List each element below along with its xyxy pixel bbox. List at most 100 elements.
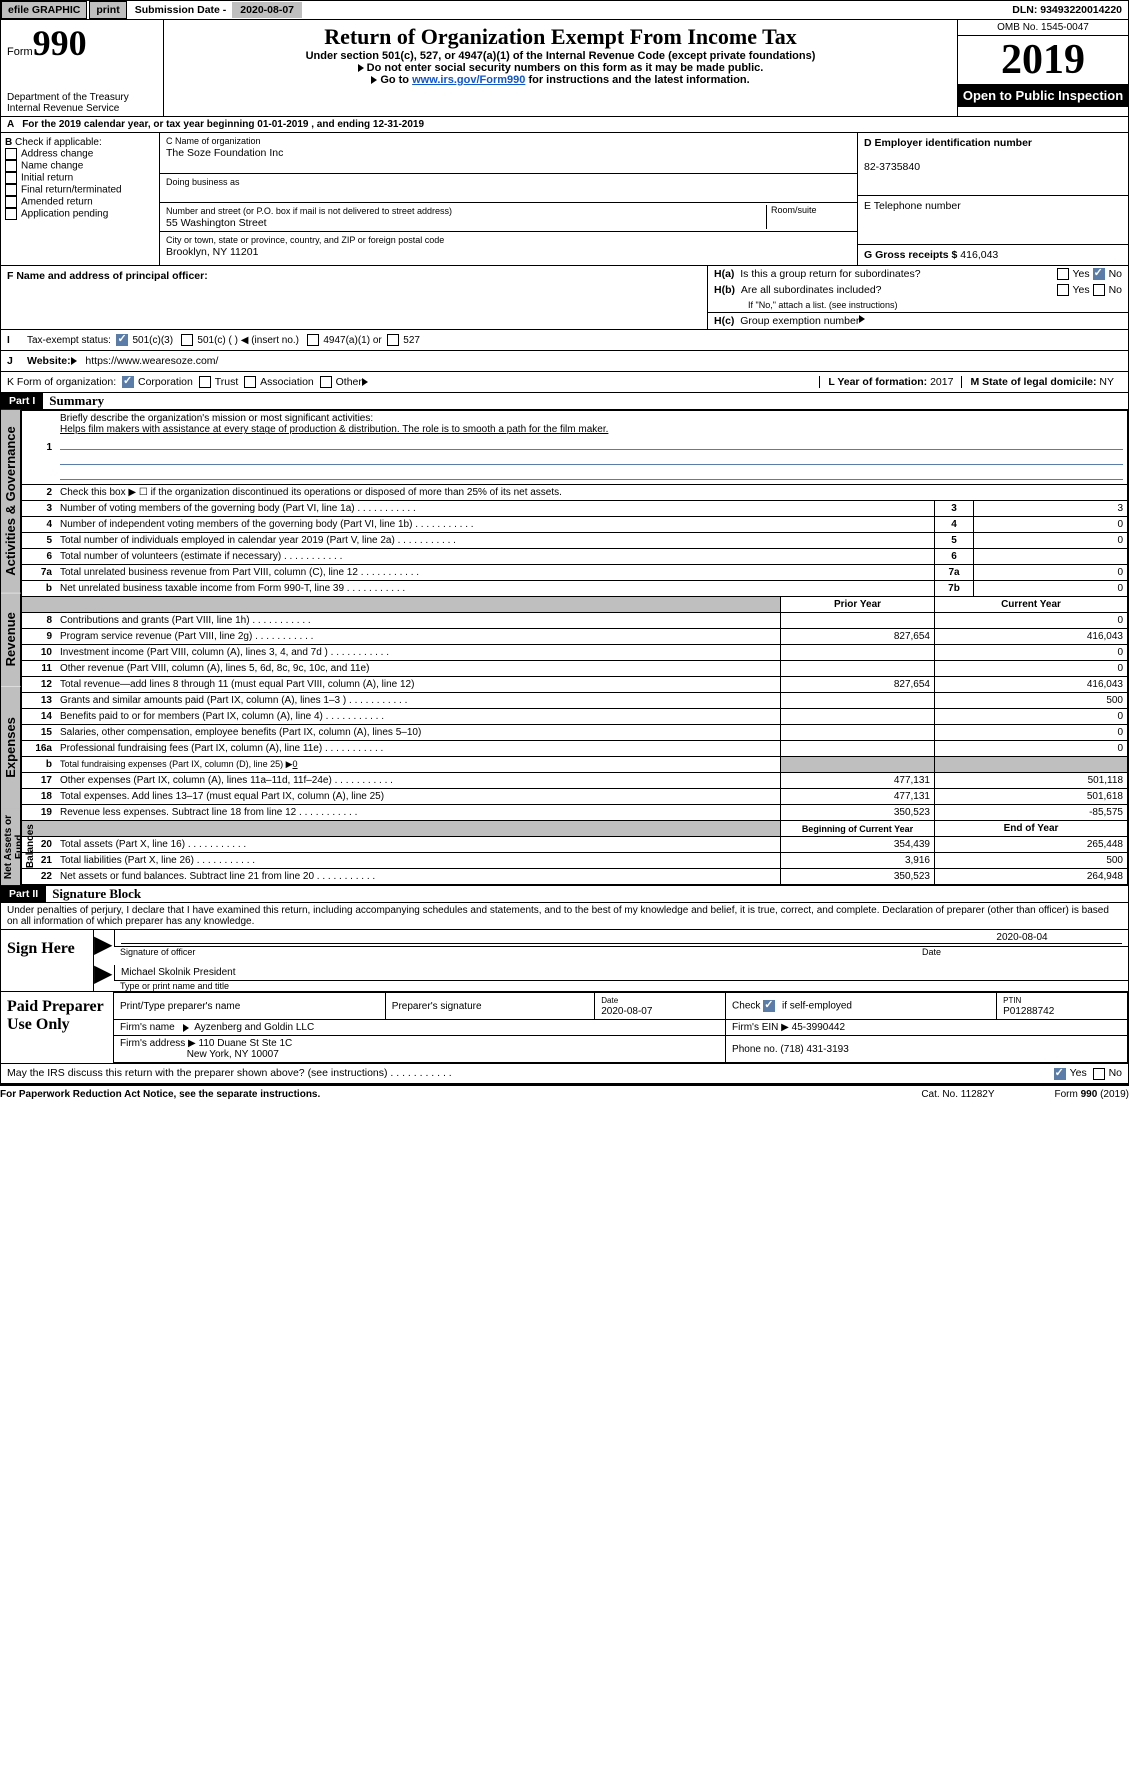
l1v: Helps film makers with assistance at eve… <box>60 424 608 435</box>
l7b: Net unrelated business taxable income fr… <box>60 583 405 594</box>
form-title: Return of Organization Exempt From Incom… <box>168 24 953 50</box>
summary-table: 1Briefly describe the organization's mis… <box>21 410 1128 885</box>
omb: OMB No. 1545-0047 <box>958 20 1128 36</box>
cb-selfemp[interactable] <box>763 1000 775 1012</box>
cb-hb-no[interactable] <box>1093 284 1105 296</box>
p16a <box>781 741 935 757</box>
cb-hb-yes[interactable] <box>1057 284 1069 296</box>
l15: Salaries, other compensation, employee b… <box>56 725 781 741</box>
irs-link[interactable]: www.irs.gov/Form990 <box>412 74 525 86</box>
sub3b: for instructions and the latest informat… <box>525 74 749 86</box>
by: Beginning of Current Year <box>781 821 935 837</box>
b-o1: Address change <box>21 149 93 160</box>
l2: Check this box ▶ ☐ if the organization d… <box>56 485 1128 501</box>
cb-addr[interactable] <box>5 148 17 160</box>
tri-icon <box>371 76 377 84</box>
l14: Benefits paid to or for members (Part IX… <box>60 711 384 722</box>
cb-501c3[interactable] <box>116 334 128 346</box>
p11 <box>781 661 935 677</box>
tri-icon <box>859 315 865 323</box>
c10: 0 <box>935 645 1128 661</box>
yes: Yes <box>1070 1067 1087 1079</box>
l8: Contributions and grants (Part VIII, lin… <box>60 615 311 626</box>
form-number: 990 <box>33 23 87 63</box>
l16bv: 0 <box>293 759 298 769</box>
c-namelbl: C Name of organization <box>166 136 261 146</box>
g-val: 416,043 <box>960 249 998 261</box>
no: No <box>1109 284 1122 296</box>
print-btn[interactable]: print <box>89 1 126 19</box>
cb-trust[interactable] <box>199 376 211 388</box>
cb-corp[interactable] <box>122 376 134 388</box>
cb-4947[interactable] <box>307 334 319 346</box>
efile-btn[interactable]: efile GRAPHIC <box>1 1 87 19</box>
cb-disc-no[interactable] <box>1093 1068 1105 1080</box>
ptin: P01288742 <box>1003 1006 1054 1017</box>
i-o4: 527 <box>403 335 420 346</box>
yes: Yes <box>1073 284 1090 296</box>
cb-disc-yes[interactable] <box>1054 1068 1066 1080</box>
cb-ha-no[interactable] <box>1093 268 1105 280</box>
form-foot: Form 990 (2019) <box>1055 1089 1129 1100</box>
v7a: 0 <box>974 565 1128 581</box>
l18: Total expenses. Add lines 13–17 (must eq… <box>56 789 781 805</box>
cb-assoc[interactable] <box>244 376 256 388</box>
addr-lbl: Number and street (or P.O. box if mail i… <box>166 206 452 216</box>
pc3v: 2020-08-07 <box>601 1006 652 1017</box>
l20: Total assets (Part X, line 16) <box>60 839 246 850</box>
p15 <box>781 725 935 741</box>
website: https://www.wearesoze.com/ <box>85 355 218 367</box>
ph-val: (718) 431-3193 <box>780 1044 848 1055</box>
cb-app[interactable] <box>5 208 17 220</box>
b-hdr: B <box>5 137 12 148</box>
p9: 827,654 <box>781 629 935 645</box>
l-val: 2017 <box>930 376 953 388</box>
cb-final[interactable] <box>5 184 17 196</box>
sub2: Do not enter social security numbers on … <box>367 62 764 74</box>
d-lbl: D Employer identification number <box>864 137 1032 149</box>
c11: 0 <box>935 661 1128 677</box>
form-header: Form990 Department of the Treasury Inter… <box>0 20 1129 117</box>
sub-lbl: Submission Date - <box>129 4 233 16</box>
i-lbl: Tax-exempt status: <box>27 335 111 346</box>
cb-amend[interactable] <box>5 196 17 208</box>
tri-icon <box>71 357 77 365</box>
row-i: ITax-exempt status: 501(c)(3) 501(c) ( )… <box>0 330 1129 351</box>
c17: 501,118 <box>935 773 1128 789</box>
firma-lbl: Firm's address ▶ <box>120 1038 196 1049</box>
preparer-block: Paid Preparer Use Only Print/Type prepar… <box>0 992 1129 1064</box>
ein-lbl: Firm's EIN ▶ <box>732 1022 789 1033</box>
hb-note: If "No," attach a list. (see instruction… <box>708 298 1128 312</box>
firm-addr: 110 Duane St Ste 1C <box>199 1038 293 1049</box>
addr: 55 Washington Street <box>166 217 267 229</box>
row-j: JWebsite: https://www.wearesoze.com/ <box>0 351 1129 372</box>
tri-icon <box>358 64 364 72</box>
v6 <box>974 549 1128 565</box>
tri-icon <box>183 1024 189 1032</box>
v7b: 0 <box>974 581 1128 597</box>
cb-other[interactable] <box>320 376 332 388</box>
tab-exp: Expenses <box>1 687 21 809</box>
cb-init[interactable] <box>5 172 17 184</box>
p21: 3,916 <box>781 853 935 869</box>
room-lbl: Room/suite <box>766 205 851 229</box>
hc: H(c) <box>714 315 734 327</box>
hc-text: Group exemption number <box>740 315 859 327</box>
hb-text: Are all subordinates included? <box>741 284 882 296</box>
m-lbl: M State of legal domicile: <box>970 376 1099 388</box>
yes: Yes <box>1073 268 1090 280</box>
sub-val: 2020-08-07 <box>232 2 302 18</box>
cb-ha-yes[interactable] <box>1057 268 1069 280</box>
py: Prior Year <box>781 597 935 613</box>
cb-527[interactable] <box>387 334 399 346</box>
k-o3: Association <box>260 376 314 388</box>
cb-name[interactable] <box>5 160 17 172</box>
part2-badge: Part II <box>1 886 46 902</box>
pc4a: Check <box>732 1001 760 1012</box>
dln: DLN: 93493220014220 <box>1006 4 1128 16</box>
c16a: 0 <box>935 741 1128 757</box>
l13: Grants and similar amounts paid (Part IX… <box>60 695 407 706</box>
dept1: Department of the Treasury <box>7 92 157 103</box>
cb-501c[interactable] <box>181 334 193 346</box>
cy: Current Year <box>935 597 1128 613</box>
